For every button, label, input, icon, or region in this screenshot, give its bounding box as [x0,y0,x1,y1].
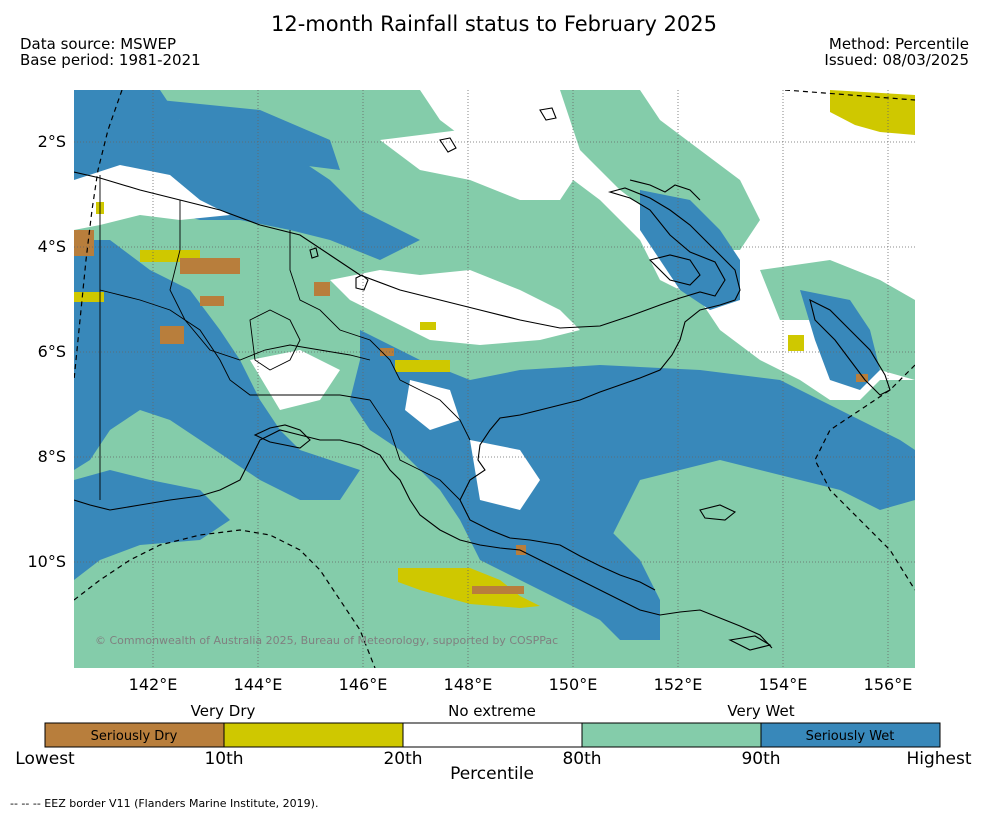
legend-tick-lowest: Lowest [15,749,75,769]
eez-footnote: -- -- -- EEZ border V11 (Flanders Marine… [10,797,319,810]
map-title: 12-month Rainfall status to February 202… [270,12,717,36]
lon-label: 154°E [758,675,808,694]
eez-borders [74,90,915,668]
legend-no-extreme-label: No extreme [448,702,536,720]
method: Method: Percentile [828,35,969,53]
legend-tick-80th: 80th [562,749,602,769]
lon-label: 156°E [863,675,913,694]
legend-axis-title: Percentile [450,764,534,784]
legend-no-extreme-box [402,722,583,748]
lon-label: 148°E [443,675,493,694]
lon-label: 152°E [653,675,703,694]
copyright-notice: © Commonwealth of Australia 2025, Bureau… [95,634,559,647]
meta-right: Method: Percentile Issued: 08/03/2025 [824,36,969,68]
meta-left: Data source: MSWEP Base period: 1981-202… [20,36,201,68]
legend-seriously-dry-label: Seriously Dry [90,729,178,744]
legend-tick-20th: 20th [383,749,423,769]
lat-label: 4°S [37,237,66,256]
lon-label: 142°E [128,675,178,694]
lat-label: 6°S [37,342,66,361]
legend-colorbar [44,722,941,748]
legend-very-dry-box [223,722,404,748]
legend-seriously-dry-box [44,722,225,748]
lon-label: 146°E [338,675,388,694]
lon-label: 144°E [233,675,283,694]
lon-label: 150°E [548,675,598,694]
legend-tick-90th: 90th [741,749,781,769]
legend-seriously-wet-box [760,722,941,748]
data-source: Data source: MSWEP [20,35,177,53]
legend-very-wet-box [581,722,762,748]
legend-very-dry-label: Very Dry [190,702,256,720]
issued-date: Issued: 08/03/2025 [824,51,969,69]
legend-tick-highest: Highest [906,749,972,769]
coastlines [74,107,891,651]
legend-tick-10th: 10th [204,749,244,769]
no-extreme-regions [74,90,915,510]
legend-very-wet-label: Very Wet [727,702,795,720]
very-dry-regions [74,90,915,608]
borders [99,175,471,501]
lat-label: 8°S [37,447,66,466]
lat-label: 10°S [27,552,66,571]
legend-seriously-wet-label: Seriously Wet [805,729,895,744]
graticule [74,90,915,668]
lat-label: 2°S [37,132,66,151]
base-period: Base period: 1981-2021 [20,51,201,69]
